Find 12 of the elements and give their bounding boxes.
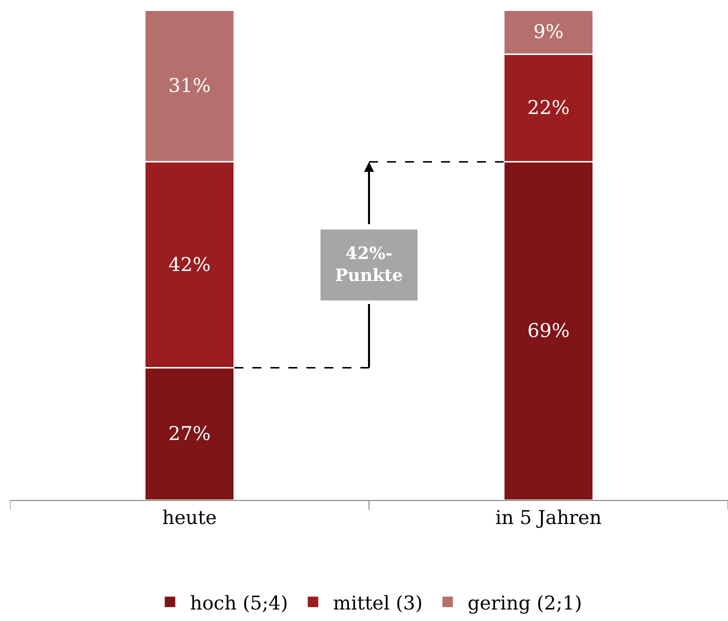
annotation: 42%- Punkte xyxy=(335,244,404,286)
data-label: 31% xyxy=(168,74,211,97)
x-tick-label: in 5 Jahren xyxy=(495,506,602,529)
data-label: 22% xyxy=(527,97,570,119)
legend-label: mittel (3) xyxy=(333,592,423,614)
data-label: 9% xyxy=(533,21,564,44)
data-label: 69% xyxy=(527,320,570,342)
legend-label: gering (2;1) xyxy=(468,592,582,614)
legend-label: hoch (5;4) xyxy=(190,592,288,614)
x-tick-label: heute xyxy=(162,506,217,529)
data-label: 27% xyxy=(168,422,211,445)
data-label: 42% xyxy=(168,254,211,276)
